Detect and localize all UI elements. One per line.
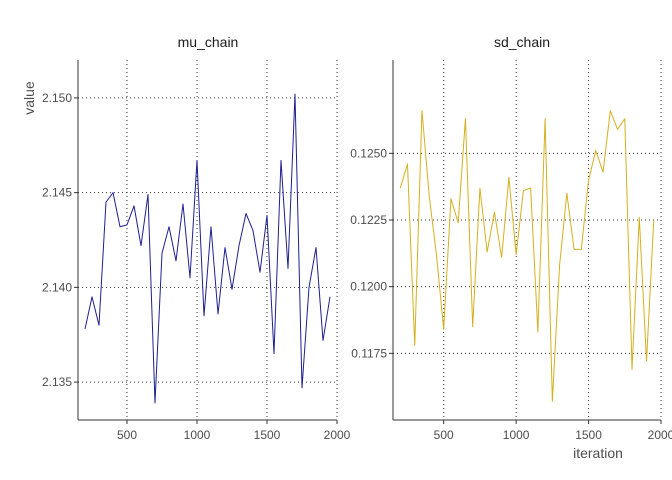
y-tick-label-1: 2.140 <box>42 280 72 294</box>
x-axis-title: iteration <box>573 445 623 461</box>
x-tick-label-0: 500 <box>434 428 454 442</box>
y-tick-label-0: 2.135 <box>42 375 72 389</box>
x-tick-label-2: 1500 <box>254 428 281 442</box>
panel-title-mu-chain: mu_chain <box>178 34 239 50</box>
panel-mu-chain: mu_chain value 500 1000 1500 2000 2.135 2.140… <box>21 34 351 442</box>
series-line-0 <box>399 110 655 402</box>
x-tick-label-0: 500 <box>117 428 137 442</box>
y-tick-label-0: 0.1175 <box>351 346 387 360</box>
y-tick-label-3: 2.150 <box>42 91 72 105</box>
x-tick-label-2: 1500 <box>575 428 602 442</box>
y-axis-title: value <box>21 81 37 115</box>
y-tick-label-2: 2.145 <box>42 186 72 200</box>
x-tick-label-1: 1000 <box>503 428 530 442</box>
y-tick-label-2: 0.1225 <box>350 213 387 227</box>
x-tick-label-3: 2000 <box>324 428 351 442</box>
x-tick-label-1: 1000 <box>184 428 211 442</box>
panel-title-sd-chain: sd_chain <box>494 34 550 50</box>
panel-sd-chain: sd_chain iteration 500 1000 1500 2000 0.1175… <box>350 34 672 461</box>
series-line-0 <box>84 93 331 404</box>
x-tick-label-3: 2000 <box>648 428 672 442</box>
y-tick-label-1: 0.1200 <box>350 280 387 294</box>
y-tick-label-3: 0.1250 <box>350 146 387 160</box>
